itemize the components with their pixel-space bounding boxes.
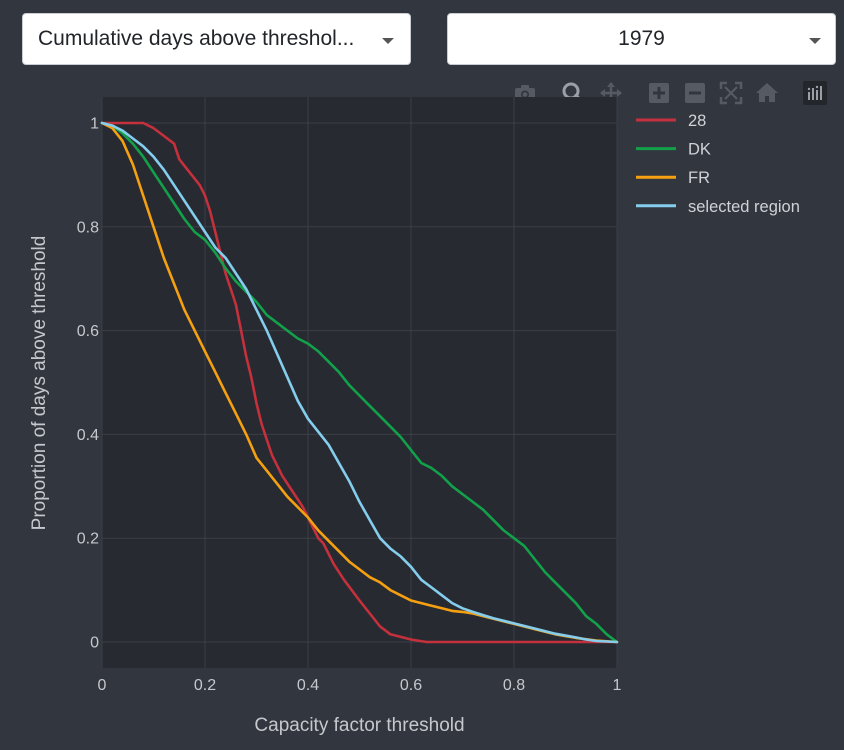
y-axis-ticks: 0 0.2 0.4 0.6 0.8 1 <box>77 115 99 651</box>
series-line-28 <box>100 121 619 644</box>
legend: 28 DK FR selected region <box>636 112 800 216</box>
x-tick-label: 0.8 <box>503 677 525 694</box>
grid <box>101 97 618 668</box>
year-dropdown-value: 1979 <box>618 27 665 50</box>
x-tick-label: 1 <box>613 677 622 694</box>
plotly-logo-icon[interactable] <box>802 80 828 106</box>
series-line-selected-region <box>100 121 619 644</box>
series-layer <box>100 121 619 644</box>
year-dropdown[interactable]: 1979 <box>447 13 836 65</box>
metric-dropdown-value: Cumulative days above threshol... <box>38 27 355 50</box>
y-axis-label: Proportion of days above threshold <box>29 236 50 531</box>
x-axis-label: Capacity factor threshold <box>254 715 464 736</box>
x-tick-label: 0.4 <box>297 677 319 694</box>
zoom-out-icon[interactable] <box>682 80 708 106</box>
x-tick-label: 0.2 <box>194 677 216 694</box>
chevron-down-icon <box>382 38 394 44</box>
y-tick-label: 0 <box>90 635 99 652</box>
y-tick-label: 0.2 <box>77 531 99 548</box>
y-tick-label: 0.4 <box>77 427 99 444</box>
legend-label[interactable]: selected region <box>688 198 800 216</box>
zoom-in-icon[interactable] <box>646 80 672 106</box>
legend-label[interactable]: DK <box>688 141 711 159</box>
home-icon[interactable] <box>754 80 780 106</box>
y-tick-label: 0.8 <box>77 219 99 236</box>
y-tick-label: 1 <box>90 115 99 132</box>
metric-dropdown[interactable]: Cumulative days above threshol... <box>22 13 411 65</box>
legend-label[interactable]: 28 <box>688 112 706 130</box>
y-tick-label: 0.6 <box>77 323 99 340</box>
plot-area <box>102 97 617 668</box>
x-tick-label: 0 <box>98 677 107 694</box>
x-tick-label: 0.6 <box>400 677 422 694</box>
chevron-down-icon <box>809 38 821 44</box>
x-axis-ticks: 0 0.2 0.4 0.6 0.8 1 <box>98 677 622 694</box>
series-line-dk <box>100 121 619 644</box>
autoscale-icon[interactable] <box>718 80 744 106</box>
legend-label[interactable]: FR <box>688 169 710 187</box>
